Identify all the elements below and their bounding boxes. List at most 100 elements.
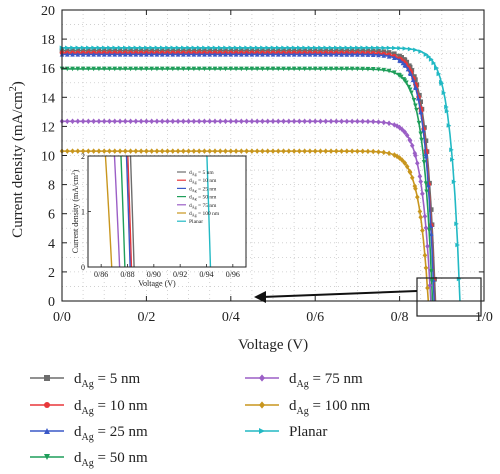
series-point	[202, 148, 207, 154]
series-point	[416, 120, 422, 126]
series-point	[323, 52, 329, 57]
series-point	[144, 118, 149, 125]
series-point	[254, 45, 260, 51]
series-point	[281, 118, 286, 125]
x-tick-label: 0/8	[391, 310, 409, 325]
series-point	[275, 66, 281, 72]
series-point	[418, 99, 423, 105]
legend-label-main: d	[74, 398, 82, 414]
series-point	[439, 79, 444, 85]
series-point	[175, 52, 181, 57]
series-point	[223, 45, 228, 51]
series-point	[154, 45, 160, 51]
series-point	[191, 118, 197, 125]
series-point	[128, 66, 133, 72]
series-point	[249, 66, 255, 72]
series-point	[392, 70, 397, 76]
series-point	[444, 108, 450, 114]
series-point	[434, 65, 439, 70]
series-point	[307, 45, 313, 51]
series-point	[360, 52, 365, 57]
series-point	[291, 45, 297, 51]
series-point	[239, 118, 244, 125]
inset-legend-label: dAg = 25 nm	[189, 186, 217, 193]
series-point	[196, 45, 202, 51]
y-tick-label: 10	[41, 150, 55, 165]
y-tick-label: 6	[48, 208, 55, 223]
legend-label-sub: Ag	[82, 458, 94, 469]
y-tick-label: 0	[48, 295, 55, 310]
legend-swatch-marker	[44, 454, 50, 460]
series-point	[86, 118, 91, 125]
series-point	[117, 52, 123, 57]
inset-x-tick-label: 0/96	[226, 270, 240, 279]
series-point	[339, 148, 344, 154]
legend-label-main: d	[74, 371, 82, 387]
inset-legend-label-main: d	[189, 186, 192, 192]
series-point	[422, 252, 428, 259]
legend-label: Planar	[289, 424, 327, 440]
inset-plot: 0/86 0/88 0/90 0/92 0/94 0/96 0 1 2 Voltage (V) Cu…	[71, 152, 247, 288]
series-point	[128, 148, 133, 154]
series-point	[291, 148, 297, 154]
series-point	[123, 45, 128, 51]
y-tick-label: 4	[48, 237, 55, 252]
series-point	[265, 148, 271, 154]
series-point	[270, 45, 276, 51]
series-point	[196, 66, 202, 72]
series-point	[107, 148, 112, 154]
legend-label-sub: Ag	[82, 379, 94, 390]
series-point	[138, 52, 144, 57]
inset-y-axis-title-main: Current density (mA/cm	[71, 174, 80, 253]
series-point	[212, 148, 218, 154]
series-point	[428, 57, 434, 62]
legend-label: dAg = 25 nm	[74, 424, 148, 443]
inset-legend-label-main: d	[189, 195, 192, 201]
series-point	[165, 66, 170, 72]
series-point	[228, 118, 234, 125]
y-tick-label: 16	[41, 62, 55, 77]
series-point	[186, 118, 191, 125]
inset-legend-label: dAg = 10 nm	[189, 178, 217, 185]
series-point	[407, 168, 413, 175]
series-point	[149, 52, 154, 57]
series-point	[86, 52, 91, 57]
series-point	[191, 52, 197, 57]
inset-legend-label-main: d	[189, 211, 192, 217]
x-tick-label: 0/6	[306, 310, 324, 325]
series-point	[302, 45, 307, 51]
series-point	[186, 66, 191, 72]
series-point	[64, 148, 70, 154]
series-point	[149, 148, 154, 154]
inset-legend-label-sub: Ag	[192, 180, 197, 185]
series-point	[344, 118, 350, 125]
series-point	[75, 118, 81, 125]
legend-swatch-marker	[44, 428, 50, 434]
series-point	[418, 214, 423, 221]
series-point	[328, 45, 334, 51]
series-point	[370, 118, 376, 125]
series-point	[186, 148, 191, 154]
series-point	[422, 213, 428, 220]
series-point	[376, 45, 381, 51]
series-point	[386, 68, 392, 74]
legend-label-main: d	[74, 450, 82, 466]
series-point	[249, 45, 255, 51]
series-point	[123, 148, 128, 154]
series-point	[370, 148, 376, 155]
zoom-arrow-head	[254, 291, 266, 303]
series-point	[144, 45, 149, 51]
series-point	[91, 66, 96, 72]
inset-x-axis-title: Voltage (V)	[138, 279, 176, 288]
legend-item: Planar	[245, 424, 327, 440]
series-point	[396, 72, 402, 78]
series-point	[398, 74, 404, 80]
legend-swatch-marker	[259, 428, 265, 434]
series-point	[86, 66, 91, 72]
series-point	[410, 77, 416, 83]
legend-label-main: d	[289, 398, 297, 414]
inset-legend-label-sub: Ag	[192, 196, 197, 201]
legend-item: dAg = 50 nm	[30, 450, 148, 469]
series-point	[96, 45, 102, 51]
